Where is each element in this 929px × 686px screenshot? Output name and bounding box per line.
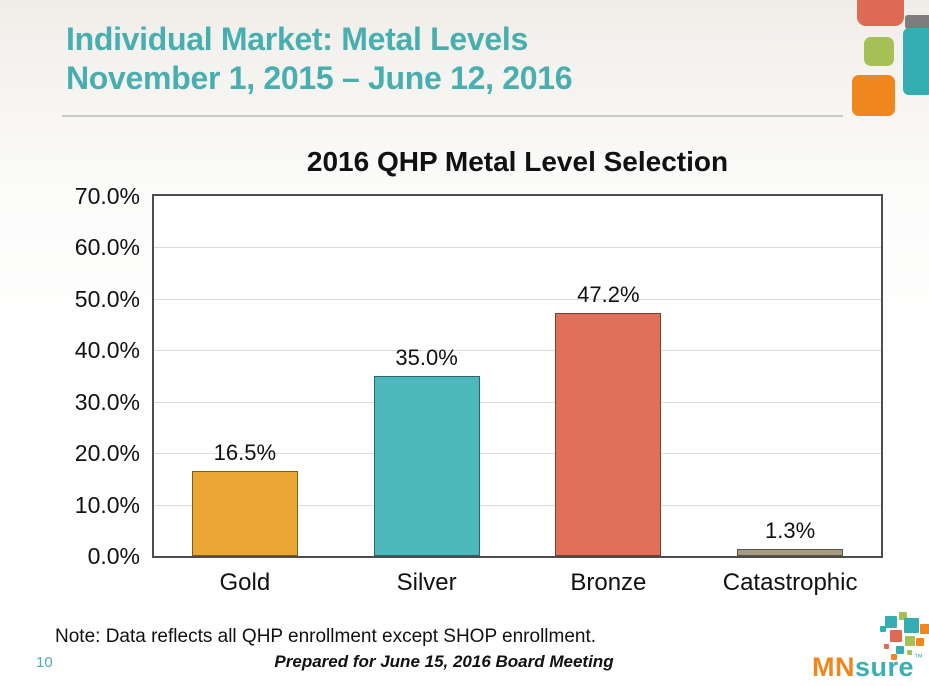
plot-area [152,194,883,558]
chart-title: 2016 QHP Metal Level Selection [306,146,729,177]
bar-value-label: 1.3% [765,518,816,544]
x-category-label: Gold [219,569,271,596]
x-category-label: Catastrophic [722,569,858,596]
logo-mosaic-icon [880,626,886,632]
bar-value-label: 47.2% [577,282,640,308]
bar-catastrophic [737,549,844,556]
logo-mosaic-icon [890,630,902,642]
logo-mosaic-icon [891,654,897,660]
logo-sure: sure [855,652,915,682]
logo-mosaic-icon [905,636,915,646]
y-tick-label: 50.0% [74,285,140,312]
bar-bronze [555,313,662,556]
slide-title-line2: November 1, 2015 – June 12, 2016 [66,60,573,96]
y-tick-label: 60.0% [74,234,140,261]
logo-mosaic-icon [916,638,924,646]
gridline [154,350,881,352]
bar-gold [191,471,298,556]
bar-silver [373,376,480,556]
decor-square-green [864,37,894,66]
y-tick-label: 20.0% [74,440,140,467]
logo-mn: MN [812,652,855,682]
y-tick-label: 70.0% [74,183,140,209]
decor-square-orange [852,75,895,116]
footer-text: Prepared for June 15, 2016 Board Meeting [274,652,614,671]
logo-mosaic-icon [904,618,919,633]
logo-mosaic-icon [885,616,897,628]
page-number: 10 [36,654,53,671]
x-category-label: Bronze [570,569,647,596]
gridline [154,247,881,249]
y-tick-label: 40.0% [74,337,140,364]
gridline [154,453,881,455]
mnsure-logo: MNsure™ [812,608,929,686]
gridline [154,401,881,403]
bar-value-label: 35.0% [395,345,458,370]
logo-mosaic-icon [884,644,889,649]
slide-title-line1: Individual Market: Metal Levels [66,21,528,57]
title-divider [62,115,843,117]
logo-mosaic-icon [899,612,907,620]
decor-square-gray [905,15,929,29]
decor-square-salmon [857,0,904,26]
note-text: Note: Data reflects all QHP enrollment e… [55,626,597,647]
logo-trademark: ™ [914,652,924,662]
y-tick-label: 0.0% [87,543,140,569]
gridline [154,504,881,506]
logo-wordmark: MNsure™ [812,652,924,683]
logo-mosaic-icon [896,646,904,654]
x-category-label: Silver [396,569,457,596]
gridline [154,298,881,300]
y-tick-label: 10.0% [74,491,140,518]
logo-mosaic-icon [907,650,912,655]
slide-title: Individual Market: Metal Levels November… [66,20,573,98]
logo-mosaic-icon [920,624,929,634]
decor-square-teal [903,28,929,95]
bar-value-label: 16.5% [213,440,277,466]
y-tick-label: 30.0% [74,388,140,415]
